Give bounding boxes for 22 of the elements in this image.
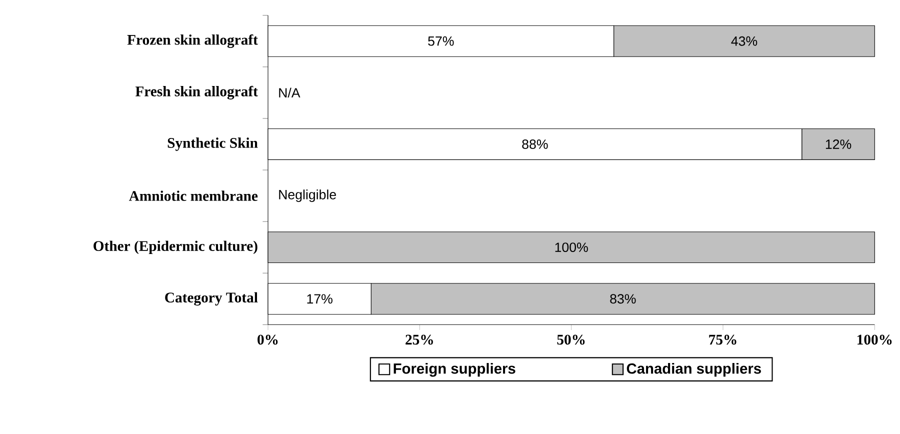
y-tick-label: Other (Epidermic culture) bbox=[94, 240, 258, 254]
y-tick-label: Fresh skin allograft bbox=[135, 86, 258, 100]
data-label: 57% bbox=[428, 36, 454, 46]
y-tick-label: Frozen skin allograft bbox=[127, 34, 258, 48]
x-tick-label: 0% bbox=[258, 334, 278, 345]
data-label: 12% bbox=[826, 140, 852, 149]
y-tick-label: Amniotic membrane bbox=[128, 190, 258, 201]
annotation: Negligible bbox=[279, 190, 336, 202]
y-tick-label: Synthetic Skin bbox=[168, 138, 258, 151]
data-label: 83% bbox=[610, 294, 636, 304]
x-tick-label: 100% bbox=[858, 334, 892, 345]
data-label: 100% bbox=[555, 242, 588, 252]
x-tick-label: 75% bbox=[709, 334, 736, 345]
data-label: 88% bbox=[522, 140, 548, 149]
annotation: N/A bbox=[279, 88, 300, 98]
y-tick-label: Category Total bbox=[165, 292, 258, 306]
legend-label: Canadian suppliers bbox=[626, 363, 761, 377]
data-label: 17% bbox=[307, 294, 332, 304]
x-tick-label: 50% bbox=[557, 334, 585, 345]
legend-label: Foreign suppliers bbox=[394, 363, 516, 377]
x-tick-label: 25% bbox=[406, 334, 433, 345]
data-label: 43% bbox=[731, 36, 758, 46]
